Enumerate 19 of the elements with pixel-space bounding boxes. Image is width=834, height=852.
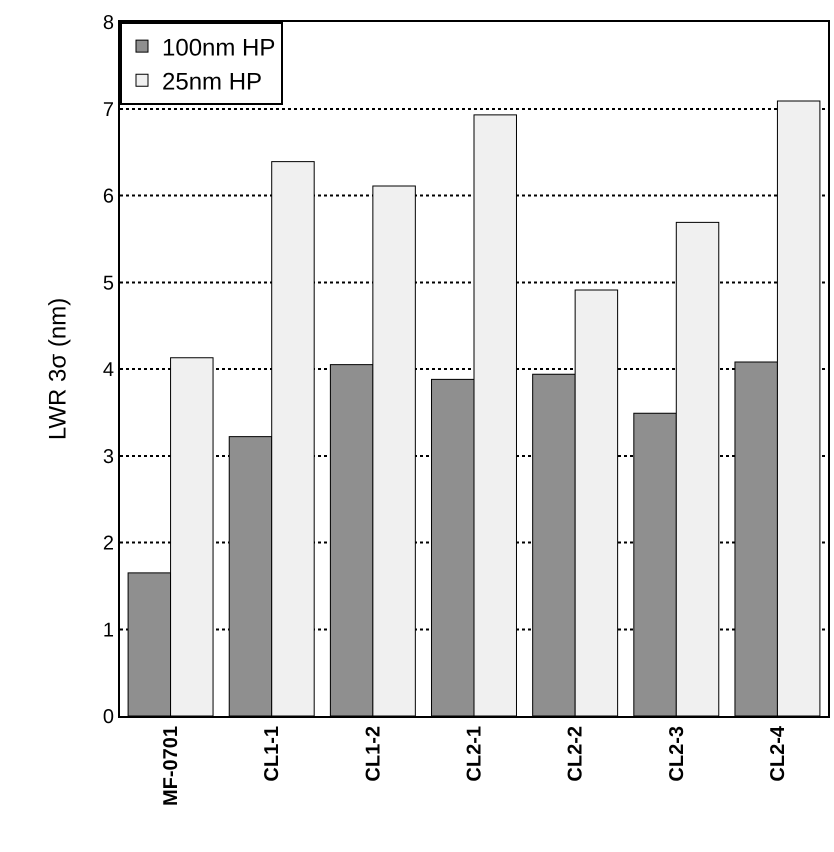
- x-tick-label: CL1-1: [261, 726, 284, 782]
- legend-label: 25nm HP: [162, 68, 262, 96]
- y-tick-label: 5: [102, 272, 114, 294]
- x-tick-label: CL1-2: [362, 726, 384, 782]
- y-tick-label: 4: [102, 359, 114, 381]
- y-axis-title: LWR 3σ (nm): [44, 298, 72, 440]
- x-tick-label: CL2-2: [564, 726, 587, 782]
- y-tick-label: 2: [102, 532, 114, 554]
- y-tick-label: 1: [102, 619, 114, 642]
- x-tick-label: MF-0701: [160, 726, 182, 806]
- x-tick-label: CL2-3: [666, 726, 688, 782]
- y-tick-label: 8: [102, 12, 114, 34]
- x-tick-label: CL2-4: [766, 725, 789, 782]
- y-tick-label: 6: [102, 186, 114, 208]
- legend-label: 100nm HP: [162, 34, 276, 62]
- y-tick-label: 0: [102, 706, 114, 728]
- y-tick-label: 3: [102, 446, 114, 468]
- y-tick-label: 7: [102, 98, 114, 121]
- x-tick-label: CL2-1: [464, 726, 486, 782]
